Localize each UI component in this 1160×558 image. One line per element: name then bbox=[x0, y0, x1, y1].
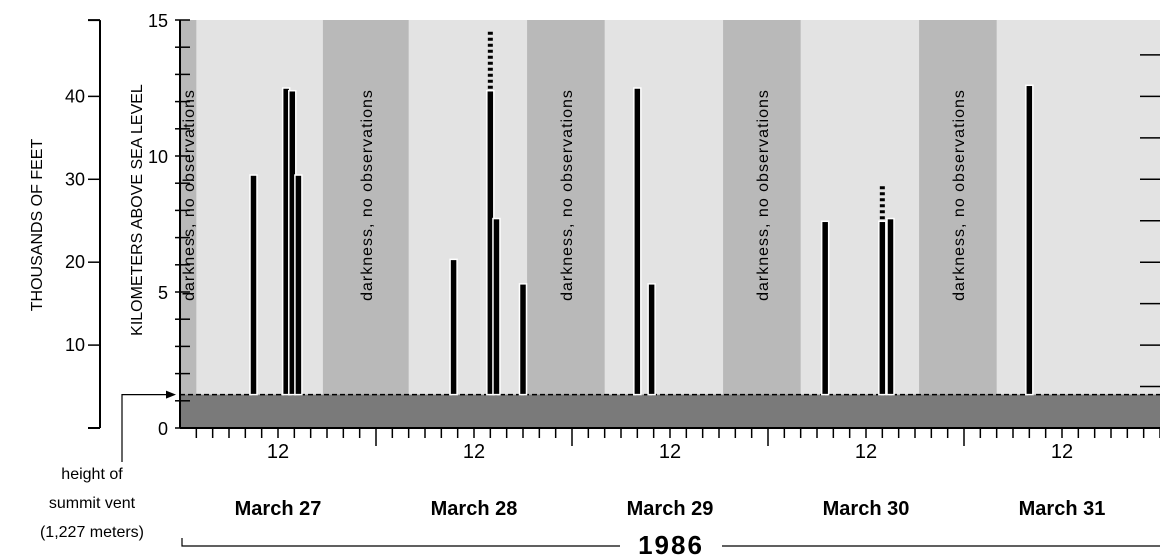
eruption-column-bar bbox=[633, 87, 642, 396]
feet-tick-label: 30 bbox=[65, 169, 85, 189]
eruption-bars bbox=[249, 30, 1034, 396]
darkness-label: darkness, no observations bbox=[951, 89, 968, 301]
km-tick-label: 10 bbox=[148, 147, 168, 167]
darkness-band bbox=[527, 20, 605, 428]
eruption-column-bar bbox=[294, 174, 303, 396]
day-label: March 30 bbox=[823, 498, 910, 520]
km-tick-label: 5 bbox=[158, 283, 168, 303]
year-bracket-left bbox=[181, 538, 620, 547]
day-label: March 29 bbox=[627, 498, 714, 520]
ground-band bbox=[180, 394, 1160, 428]
feet-tick-label: 10 bbox=[65, 335, 85, 355]
noon-tick-label: 12 bbox=[463, 441, 485, 463]
labels: THOUSANDS OF FEET KILOMETERS ABOVE SEA L… bbox=[29, 11, 1105, 558]
noon-tick-label: 12 bbox=[267, 441, 289, 463]
darkness-label: darkness, no observations bbox=[181, 89, 198, 301]
summit-vent-pointer-line bbox=[121, 394, 168, 462]
km-tick-label: 0 bbox=[158, 419, 168, 439]
day-label: March 31 bbox=[1019, 498, 1106, 520]
feet-tick-label: 20 bbox=[65, 252, 85, 272]
year-label: 1986 bbox=[638, 530, 704, 558]
ylabel-feet: THOUSANDS OF FEET bbox=[29, 139, 46, 312]
day-label: March 28 bbox=[431, 498, 518, 520]
feet-tick-label: 40 bbox=[65, 86, 85, 106]
eruption-column-bar bbox=[886, 217, 895, 396]
eruption-column-bar bbox=[878, 220, 887, 396]
darkness-band bbox=[180, 20, 197, 428]
eruption-column-bar bbox=[492, 217, 501, 396]
eruption-column-bar bbox=[820, 220, 830, 396]
summit-note-line-2: summit vent bbox=[49, 495, 136, 512]
darkness-label: darkness, no observations bbox=[359, 89, 376, 301]
noon-tick-label: 12 bbox=[1051, 441, 1073, 463]
noon-tick-label: 12 bbox=[855, 441, 877, 463]
eruption-column-bar bbox=[1025, 84, 1034, 396]
darkness-band bbox=[919, 20, 997, 428]
darkness-label: darkness, no observations bbox=[559, 89, 576, 301]
darkness-label: darkness, no observations bbox=[755, 89, 772, 301]
noon-tick-label: 12 bbox=[659, 441, 681, 463]
eruption-column-bar bbox=[449, 258, 458, 396]
day-label: March 27 bbox=[235, 498, 322, 520]
background-layer bbox=[180, 20, 1160, 428]
eruption-column-bar bbox=[249, 174, 258, 396]
darkness-band bbox=[322, 20, 409, 428]
eruption-column-bar bbox=[518, 283, 528, 396]
axes bbox=[88, 19, 1160, 547]
darkness-band bbox=[723, 20, 801, 428]
summit-note-line-1: height of bbox=[61, 466, 123, 483]
summit-note-line-3: (1,227 meters) bbox=[40, 524, 144, 541]
eruption-column-bar bbox=[647, 283, 656, 396]
arrow-head-icon bbox=[166, 390, 176, 399]
km-tick-label: 15 bbox=[148, 11, 168, 31]
ylabel-kilometers: KILOMETERS ABOVE SEA LEVEL bbox=[129, 84, 146, 336]
